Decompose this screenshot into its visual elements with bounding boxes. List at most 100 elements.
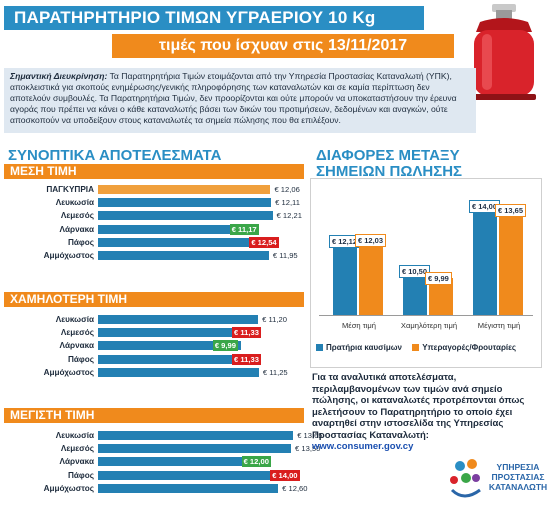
logo-line2: ΠΡΟΣΤΑΣΙΑΣ bbox=[491, 472, 545, 482]
bar bbox=[98, 198, 272, 208]
legend-series-2: Υπεραγορές/Φρουταρίες bbox=[422, 343, 517, 352]
bar-value-label: € 12,00 bbox=[241, 456, 271, 468]
bar-category-label: Λευκωσία bbox=[55, 315, 94, 324]
bar bbox=[98, 444, 292, 454]
bar bbox=[98, 483, 279, 493]
bar-value-label: € 12,11 bbox=[275, 198, 300, 208]
bar-row: Λευκωσία € 11,20 bbox=[0, 314, 310, 325]
logo-text: ΥΠΗΡΕΣΙΑ ΠΡΟΣΤΑΣΙΑΣ ΚΑΤΑΝΑΛΩΤΗ bbox=[486, 462, 550, 492]
date-banner: τιμές που ίσχυαν στις 13/11/2017 bbox=[112, 34, 454, 58]
bar-row: Πάφος € 11,33 bbox=[0, 353, 310, 365]
bar bbox=[98, 367, 259, 377]
bar bbox=[98, 328, 261, 338]
bar-row: Πάφος € 14,00 bbox=[0, 469, 310, 481]
column-bar bbox=[473, 204, 497, 315]
column-category-label: Μέγιστη τιμή bbox=[477, 321, 521, 330]
bar-category-label: Πάφος bbox=[67, 470, 94, 480]
bar-category-label: Αμμόχωστος bbox=[43, 367, 94, 377]
bar-row: Λευκωσία € 13,65 bbox=[0, 430, 323, 441]
bar-value-label: € 9,99 bbox=[212, 340, 238, 352]
column-category-label: Χαμηλότερη τιμή bbox=[400, 321, 458, 330]
bar-value-label: € 14,00 bbox=[270, 469, 300, 481]
bar-value-label: € 12,21 bbox=[276, 211, 302, 221]
lowest-price-title: ΧΑΜΗΛΟΤΕΡΗ ΤΙΜΗ bbox=[4, 292, 304, 307]
bar-row: ΠΑΓΚΥΠΡΙΑ € 12,06 bbox=[0, 184, 310, 195]
column-bar bbox=[499, 210, 523, 315]
gas-cylinder-icon bbox=[472, 4, 536, 100]
summary-title: ΣΥΝΟΠΤΙΚΑ ΑΠΟΤΕΛΕΣΜΑΤΑ bbox=[8, 147, 222, 164]
bar-value-label: € 12,54 bbox=[249, 236, 279, 248]
column-value-label: € 10,50 bbox=[399, 264, 431, 278]
bar-category-label: Λευκωσία bbox=[55, 431, 94, 440]
bar bbox=[98, 315, 259, 324]
column-category-label: Μέση τιμή bbox=[341, 321, 377, 330]
info-text: Για τα αναλυτικά αποτελέσματα, περιλαμβα… bbox=[312, 372, 525, 441]
bar-category-label: Λεμεσός bbox=[60, 444, 94, 454]
bar-category-label: Πάφος bbox=[67, 237, 94, 247]
info-panel: Για τα αναλυτικά αποτελέσματα, περιλαμβα… bbox=[312, 372, 544, 453]
bar-row: Αμμόχωστος € 11,95 bbox=[0, 250, 310, 261]
bar bbox=[98, 431, 294, 440]
bar-category-label: Λάρνακα bbox=[59, 341, 94, 351]
bar-row: Λάρνακα € 9,99 bbox=[0, 340, 310, 352]
bar bbox=[98, 211, 273, 221]
disclaimer-text: Τα Παρατηρητήρια Τιμών ετοιμάζονται από … bbox=[10, 71, 457, 125]
column-value-label: € 12,03 bbox=[355, 234, 387, 248]
bar bbox=[98, 457, 270, 467]
column-bar bbox=[359, 240, 383, 315]
bar-value-label: € 11,33 bbox=[232, 353, 261, 365]
bar bbox=[98, 470, 299, 480]
bar-row: Λεμεσός € 13,50 bbox=[0, 443, 320, 454]
legend-swatch-blue bbox=[316, 344, 323, 352]
bar bbox=[98, 354, 261, 364]
bar-row: Λευκωσία € 12,11 bbox=[0, 197, 310, 208]
bar-category-label: Αμμόχωστος bbox=[43, 251, 94, 260]
bar-row: Λάρνακα € 11,17 bbox=[0, 223, 310, 235]
bar-value-label: € 11,33 bbox=[232, 327, 261, 339]
bar bbox=[98, 185, 271, 194]
bar-row: Λεμεσός € 12,21 bbox=[0, 210, 310, 221]
differences-title: ΔΙΑΦΟΡΕΣ ΜΕΤΑΞΥ ΣΗΜΕΙΩΝ ΠΩΛΗΣΗΣ bbox=[316, 148, 462, 180]
bar-value-label: € 11,20 bbox=[262, 315, 287, 324]
legend-series-1: Πρατήρια καυσίμων bbox=[326, 343, 402, 352]
bar-value-label: € 11,95 bbox=[272, 251, 298, 260]
bar bbox=[98, 341, 241, 351]
x-axis-line bbox=[319, 315, 533, 316]
differences-title-line2: ΣΗΜΕΙΩΝ ΠΩΛΗΣΗΣ bbox=[316, 163, 463, 180]
bar bbox=[98, 237, 278, 247]
bar-category-label: Λάρνακα bbox=[59, 224, 94, 234]
bar-category-label: ΠΑΓΚΥΠΡΙΑ bbox=[46, 185, 94, 194]
column-value-label: € 13,65 bbox=[495, 204, 527, 218]
bar-category-label: Λεμεσός bbox=[60, 211, 94, 221]
differences-title-line1: ΔΙΑΦΟΡΕΣ ΜΕΤΑΞΥ bbox=[316, 147, 460, 164]
legend-swatch-orange bbox=[412, 344, 420, 352]
bar-value-label: € 13,50 bbox=[295, 444, 321, 454]
average-price-title: ΜΕΣΗ ΤΙΜΗ bbox=[4, 164, 304, 179]
disclaimer-lead: Σημαντική Διευκρίνηση: bbox=[10, 71, 108, 81]
logo-line1: ΥΠΗΡΕΣΙΑ bbox=[496, 462, 540, 472]
consumer-protection-logo bbox=[450, 459, 481, 498]
bar-row: Λεμεσός € 11,33 bbox=[0, 327, 310, 339]
logo-line3: ΚΑΤΑΝΑΛΩΤΗ bbox=[488, 482, 548, 492]
bar bbox=[98, 251, 269, 260]
bar-value-label: € 11,25 bbox=[262, 367, 288, 377]
bar-category-label: Λάρνακα bbox=[59, 457, 94, 467]
consumer-website-link[interactable]: www.consumer.gov.cy bbox=[312, 441, 414, 452]
highest-price-title: ΜΕΓΙΣΤΗ ΤΙΜΗ bbox=[4, 408, 304, 423]
chart-legend: Πρατήρια καυσίμων Υπεραγορές/Φρουταρίες bbox=[316, 343, 546, 357]
bar-row: Πάφος € 12,54 bbox=[0, 236, 310, 248]
bar-value-label: € 11,17 bbox=[229, 223, 259, 235]
bar-row: Λάρνακα € 12,00 bbox=[0, 456, 310, 468]
bar-value-label: € 12,06 bbox=[274, 185, 300, 194]
retailer-comparison-chart: € 12,12 € 12,03 Μέση τιμή € 10,50 € 9,99 Χαμη… bbox=[310, 178, 542, 368]
bar-value-label: € 13,65 bbox=[297, 431, 323, 440]
page-title: ΠΑΡΑΤΗΡΗΤΗΡΙΟ ΤΙΜΩΝ ΥΓΡΑΕΡΙΟΥ 10 Kg bbox=[4, 6, 424, 30]
bar bbox=[98, 224, 258, 234]
column-value-label: € 9,99 bbox=[425, 272, 452, 286]
bar-row: Αμμόχωστος € 12,60 bbox=[0, 483, 310, 494]
bar-value-label: € 12,60 bbox=[282, 483, 308, 493]
bar-category-label: Αμμόχωστος bbox=[43, 483, 94, 493]
bar-row: Αμμόχωστος € 11,25 bbox=[0, 367, 310, 378]
disclaimer-notice: Σημαντική Διευκρίνηση: Τα Παρατηρητήρια … bbox=[4, 68, 476, 133]
bar-category-label: Λεμεσός bbox=[60, 328, 94, 338]
